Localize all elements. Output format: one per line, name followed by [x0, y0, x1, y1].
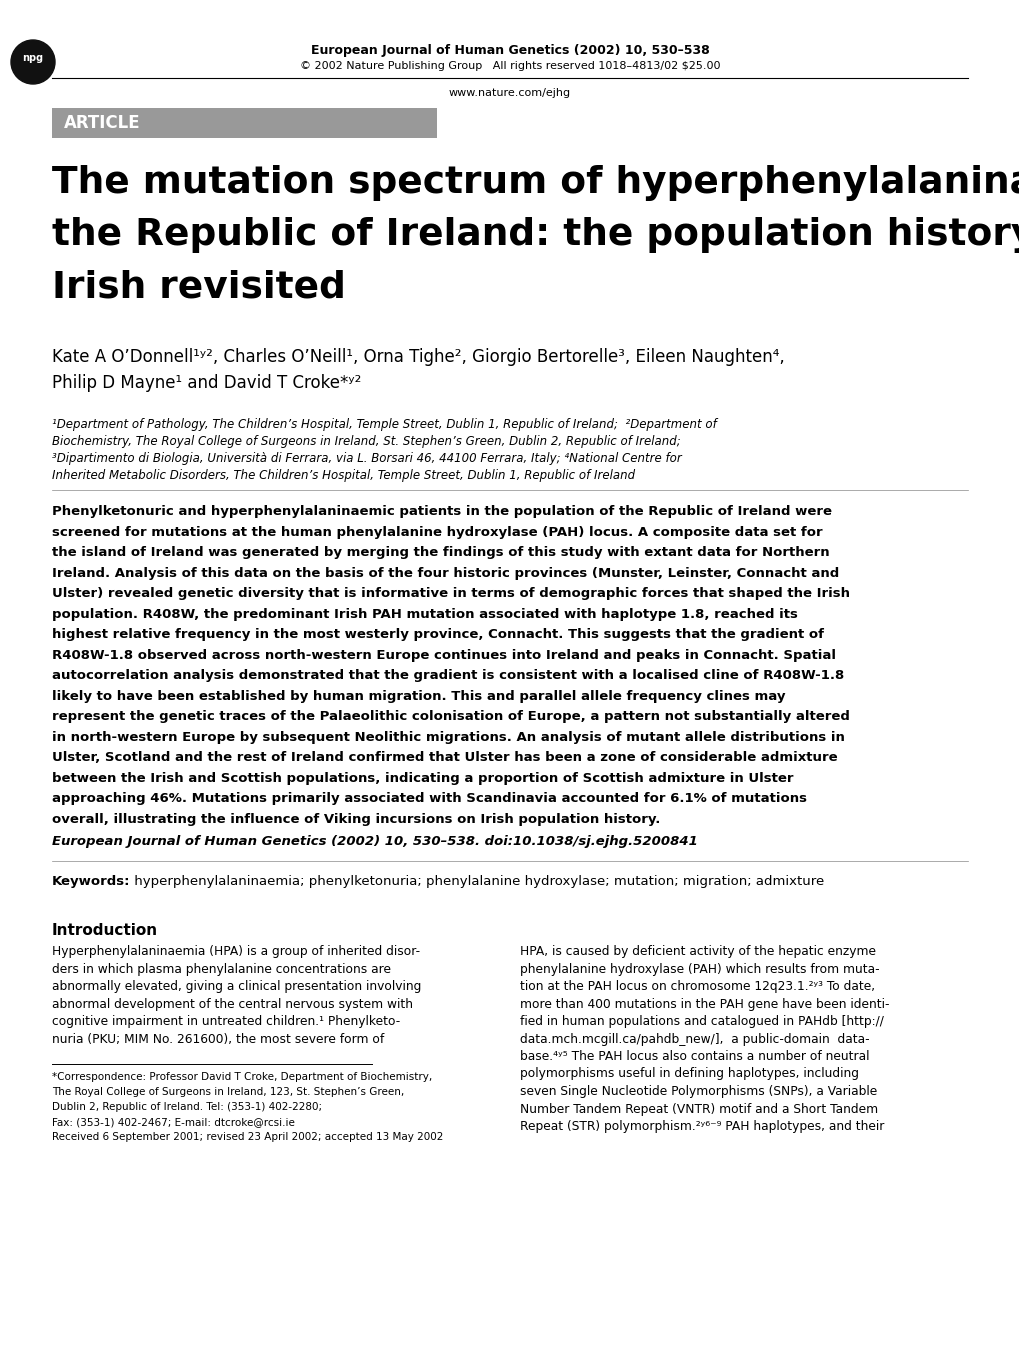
Text: The mutation spectrum of hyperphenylalaninaemia in: The mutation spectrum of hyperphenylalan… — [52, 165, 1019, 201]
Text: Irish revisited: Irish revisited — [52, 269, 345, 305]
Text: Biochemistry, The Royal College of Surgeons in Ireland, St. Stephen’s Green, Dub: Biochemistry, The Royal College of Surge… — [52, 436, 680, 448]
Text: phenylalanine hydroxylase (PAH) which results from muta-: phenylalanine hydroxylase (PAH) which re… — [520, 962, 878, 976]
Text: Fax: (353-1) 402-2467; E-mail: dtcroke@rcsi.ie: Fax: (353-1) 402-2467; E-mail: dtcroke@r… — [52, 1117, 294, 1127]
Text: Repeat (STR) polymorphism.²ʸ⁶⁻⁹ PAH haplotypes, and their: Repeat (STR) polymorphism.²ʸ⁶⁻⁹ PAH hapl… — [520, 1120, 883, 1132]
Text: Phenylketonuric and hyperphenylalaninaemic patients in the population of the Rep: Phenylketonuric and hyperphenylalaninaem… — [52, 505, 832, 519]
Text: autocorrelation analysis demonstrated that the gradient is consistent with a loc: autocorrelation analysis demonstrated th… — [52, 670, 844, 682]
Text: represent the genetic traces of the Palaeolithic colonisation of Europe, a patte: represent the genetic traces of the Pala… — [52, 710, 849, 723]
Text: nuria (PKU; MIM No. 261600), the most severe form of: nuria (PKU; MIM No. 261600), the most se… — [52, 1033, 384, 1045]
Text: data.mch.mcgill.ca/pahdb_new/],  a public-domain  data-: data.mch.mcgill.ca/pahdb_new/], a public… — [520, 1033, 869, 1045]
Text: the Republic of Ireland: the population history of the: the Republic of Ireland: the population … — [52, 216, 1019, 253]
Text: www.nature.com/ejhg: www.nature.com/ejhg — [448, 88, 571, 98]
Text: polymorphisms useful in defining haplotypes, including: polymorphisms useful in defining haploty… — [520, 1067, 858, 1081]
Text: fied in human populations and catalogued in PAHdb [http://: fied in human populations and catalogued… — [520, 1015, 883, 1028]
Text: Inherited Metabolic Disorders, The Children’s Hospital, Temple Street, Dublin 1,: Inherited Metabolic Disorders, The Child… — [52, 470, 635, 482]
Text: Hyperphenylalaninaemia (HPA) is a group of inherited disor-: Hyperphenylalaninaemia (HPA) is a group … — [52, 945, 420, 958]
Text: Kate A O’Donnell¹ʸ², Charles O’Neill¹, Orna Tighe², Giorgio Bertorelle³, Eileen : Kate A O’Donnell¹ʸ², Charles O’Neill¹, O… — [52, 348, 784, 366]
Text: The Royal College of Surgeons in Ireland, 123, St. Stephen’s Green,: The Royal College of Surgeons in Ireland… — [52, 1087, 404, 1097]
Text: Keywords:: Keywords: — [52, 875, 130, 887]
Text: highest relative frequency in the most westerly province, Connacht. This suggest: highest relative frequency in the most w… — [52, 627, 823, 641]
Text: Ulster) revealed genetic diversity that is informative in terms of demographic f: Ulster) revealed genetic diversity that … — [52, 587, 849, 600]
Text: R408W-1.8 observed across north-western Europe continues into Ireland and peaks : R408W-1.8 observed across north-western … — [52, 648, 836, 661]
Text: between the Irish and Scottish populations, indicating a proportion of Scottish : between the Irish and Scottish populatio… — [52, 772, 793, 784]
Text: *Correspondence: Professor David T Croke, Department of Biochemistry,: *Correspondence: Professor David T Croke… — [52, 1072, 432, 1082]
Text: approaching 46%. Mutations primarily associated with Scandinavia accounted for 6: approaching 46%. Mutations primarily ass… — [52, 792, 806, 804]
Text: HPA, is caused by deficient activity of the hepatic enzyme: HPA, is caused by deficient activity of … — [520, 945, 875, 958]
Text: ³Dipartimento di Biologia, Università di Ferrara, via L. Borsari 46, 44100 Ferra: ³Dipartimento di Biologia, Università di… — [52, 452, 681, 465]
Text: population. R408W, the predominant Irish PAH mutation associated with haplotype : population. R408W, the predominant Irish… — [52, 607, 797, 621]
Text: abnormal development of the central nervous system with: abnormal development of the central nerv… — [52, 998, 413, 1010]
Text: European Journal of Human Genetics (2002) 10, 530–538: European Journal of Human Genetics (2002… — [311, 44, 708, 57]
Text: Philip D Mayne¹ and David T Croke*ʸ²: Philip D Mayne¹ and David T Croke*ʸ² — [52, 374, 361, 392]
FancyBboxPatch shape — [52, 108, 436, 137]
Text: Ireland. Analysis of this data on the basis of the four historic provinces (Muns: Ireland. Analysis of this data on the ba… — [52, 566, 839, 580]
Text: hyperphenylalaninaemia; phenylketonuria; phenylalanine hydroxylase; mutation; mi: hyperphenylalaninaemia; phenylketonuria;… — [129, 875, 823, 887]
Text: cognitive impairment in untreated children.¹ Phenylketo-: cognitive impairment in untreated childr… — [52, 1015, 399, 1028]
Text: screened for mutations at the human phenylalanine hydroxylase (PAH) locus. A com: screened for mutations at the human phen… — [52, 525, 821, 539]
Text: Introduction: Introduction — [52, 923, 158, 938]
Text: base.⁴ʸ⁵ The PAH locus also contains a number of neutral: base.⁴ʸ⁵ The PAH locus also contains a n… — [520, 1049, 868, 1063]
Text: npg: npg — [22, 53, 44, 63]
Text: Number Tandem Repeat (VNTR) motif and a Short Tandem: Number Tandem Repeat (VNTR) motif and a … — [520, 1102, 877, 1116]
Circle shape — [11, 39, 55, 84]
Text: European Journal of Human Genetics (2002) 10, 530–538. doi:10.1038/sj.ejhg.52008: European Journal of Human Genetics (2002… — [52, 836, 697, 848]
Text: Received 6 September 2001; revised 23 April 2002; accepted 13 May 2002: Received 6 September 2001; revised 23 Ap… — [52, 1132, 443, 1142]
Text: Ulster, Scotland and the rest of Ireland confirmed that Ulster has been a zone o: Ulster, Scotland and the rest of Ireland… — [52, 751, 837, 764]
Text: likely to have been established by human migration. This and parallel allele fre: likely to have been established by human… — [52, 690, 785, 702]
Text: ARTICLE: ARTICLE — [64, 114, 141, 132]
Text: ¹Department of Pathology, The Children’s Hospital, Temple Street, Dublin 1, Repu: ¹Department of Pathology, The Children’s… — [52, 418, 716, 431]
Text: abnormally elevated, giving a clinical presentation involving: abnormally elevated, giving a clinical p… — [52, 980, 421, 994]
Text: in north-western Europe by subsequent Neolithic migrations. An analysis of mutan: in north-western Europe by subsequent Ne… — [52, 731, 844, 743]
Text: tion at the PAH locus on chromosome 12q23.1.²ʸ³ To date,: tion at the PAH locus on chromosome 12q2… — [520, 980, 874, 994]
Text: seven Single Nucleotide Polymorphisms (SNPs), a Variable: seven Single Nucleotide Polymorphisms (S… — [520, 1085, 876, 1098]
Text: Dublin 2, Republic of Ireland. Tel: (353-1) 402-2280;: Dublin 2, Republic of Ireland. Tel: (353… — [52, 1102, 322, 1112]
Text: the island of Ireland was generated by merging the findings of this study with e: the island of Ireland was generated by m… — [52, 546, 828, 559]
Text: ders in which plasma phenylalanine concentrations are: ders in which plasma phenylalanine conce… — [52, 962, 390, 976]
Text: overall, illustrating the influence of Viking incursions on Irish population his: overall, illustrating the influence of V… — [52, 813, 659, 826]
Text: © 2002 Nature Publishing Group   All rights reserved 1018–4813/02 $25.00: © 2002 Nature Publishing Group All right… — [300, 61, 719, 71]
Text: more than 400 mutations in the PAH gene have been identi-: more than 400 mutations in the PAH gene … — [520, 998, 889, 1010]
